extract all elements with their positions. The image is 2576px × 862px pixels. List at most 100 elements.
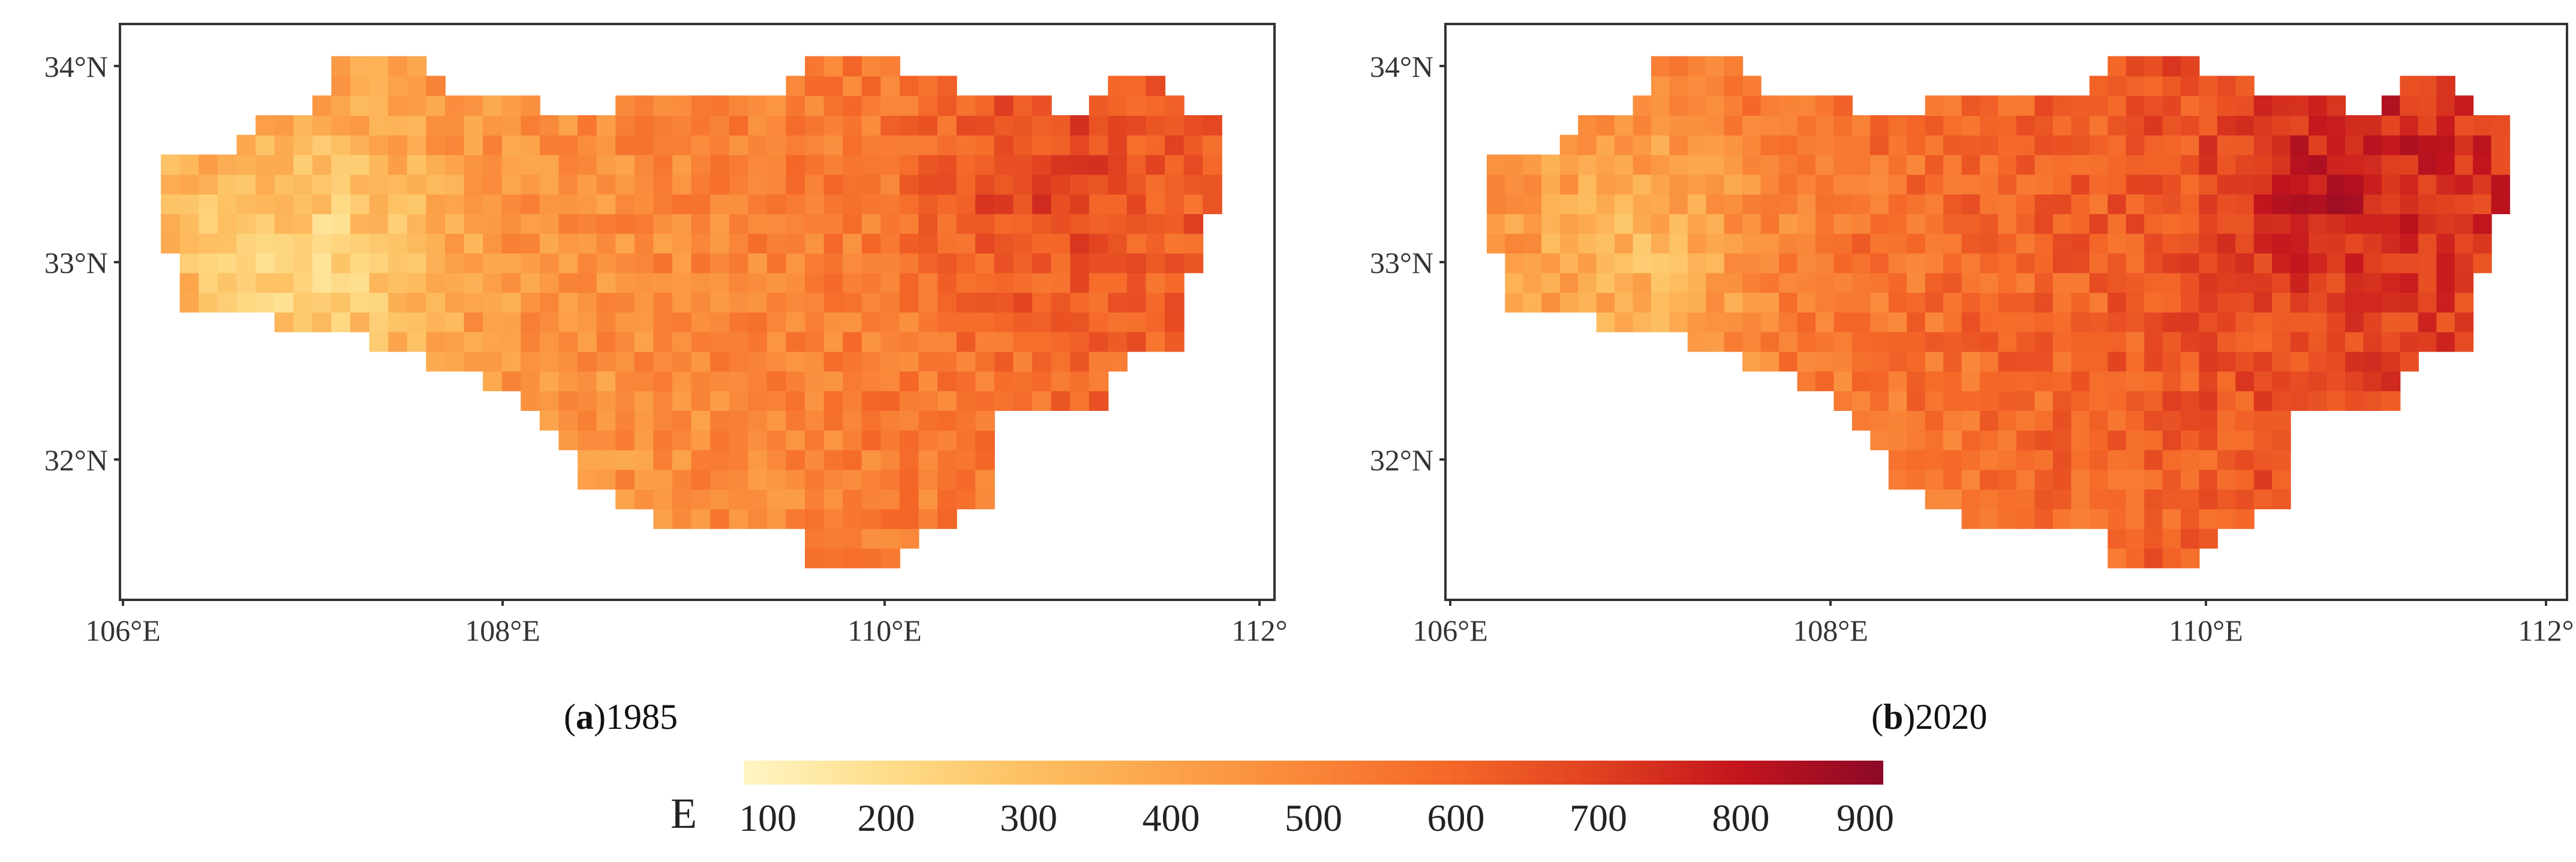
raster-cell bbox=[937, 292, 957, 313]
raster-cell bbox=[615, 253, 635, 274]
raster-cell bbox=[994, 292, 1014, 313]
raster-cell bbox=[2089, 292, 2109, 313]
raster-cell bbox=[2108, 194, 2127, 214]
raster-cell bbox=[1615, 154, 1634, 175]
raster-cell bbox=[653, 174, 673, 195]
raster-cell bbox=[1961, 430, 1981, 450]
raster-cell bbox=[2235, 331, 2255, 352]
raster-cell bbox=[1596, 253, 1616, 274]
raster-cell bbox=[2363, 292, 2382, 313]
raster-cell bbox=[2454, 174, 2474, 195]
raster-cell bbox=[748, 233, 768, 254]
raster-cell bbox=[1833, 272, 1853, 293]
raster-cell bbox=[312, 95, 332, 116]
raster-cell bbox=[1961, 134, 1981, 155]
raster-cell bbox=[615, 134, 635, 155]
raster-cell bbox=[748, 489, 768, 509]
raster-cell bbox=[2253, 331, 2273, 352]
raster-cell bbox=[2108, 56, 2127, 77]
raster-cell bbox=[2235, 371, 2255, 392]
raster-cell bbox=[2181, 214, 2200, 234]
raster-cell bbox=[823, 233, 844, 254]
raster-cell bbox=[1888, 410, 1908, 431]
raster-cell bbox=[1669, 115, 1688, 136]
raster-cell bbox=[2454, 253, 2474, 274]
raster-cell bbox=[843, 233, 862, 254]
raster-cell bbox=[274, 253, 294, 274]
raster-cell bbox=[1146, 312, 1166, 332]
raster-cell bbox=[1013, 351, 1033, 372]
raster-cell bbox=[1505, 233, 1524, 254]
raster-cell bbox=[179, 253, 200, 274]
raster-cell bbox=[2400, 95, 2419, 116]
raster-cell bbox=[1651, 233, 1670, 254]
raster-cell bbox=[1146, 194, 1166, 214]
raster-cell bbox=[1051, 174, 1071, 195]
raster-cell bbox=[1980, 174, 1999, 195]
colorbar-tick-label: 300 bbox=[1000, 797, 1057, 839]
raster-cell bbox=[2363, 154, 2382, 175]
raster-cell bbox=[1815, 174, 1835, 195]
raster-cell bbox=[1183, 253, 1204, 274]
raster-cell bbox=[596, 292, 617, 313]
raster-cell bbox=[2326, 233, 2346, 254]
raster-cell bbox=[1165, 253, 1185, 274]
raster-cell bbox=[1980, 509, 1999, 529]
raster-cell bbox=[1833, 154, 1853, 175]
raster-cell bbox=[1633, 95, 1652, 116]
raster-cell bbox=[1961, 391, 1981, 411]
raster-cell bbox=[2363, 312, 2382, 332]
raster-cell bbox=[691, 154, 711, 175]
raster-cell bbox=[843, 272, 862, 293]
raster-cell bbox=[558, 312, 578, 332]
raster-cell bbox=[331, 76, 351, 97]
raster-cell bbox=[236, 194, 257, 214]
raster-cell bbox=[880, 469, 900, 490]
raster-cell bbox=[956, 214, 976, 234]
raster-cell bbox=[672, 154, 692, 175]
raster-cell bbox=[1687, 292, 1707, 313]
raster-cell bbox=[161, 194, 181, 214]
x-tick-label: 108°E bbox=[1793, 614, 1868, 647]
raster-cell bbox=[843, 292, 862, 313]
raster-cell bbox=[1742, 174, 1762, 195]
raster-cell bbox=[2418, 194, 2437, 214]
raster-cell bbox=[1724, 95, 1744, 116]
raster-cell bbox=[2253, 134, 2273, 155]
raster-cell bbox=[1760, 272, 1780, 293]
raster-cell bbox=[217, 174, 238, 195]
raster-cell bbox=[975, 312, 995, 332]
raster-cell bbox=[1980, 351, 1999, 372]
raster-cell bbox=[2235, 134, 2255, 155]
raster-cell bbox=[2144, 548, 2163, 569]
raster-cell bbox=[1013, 115, 1033, 136]
raster-cell bbox=[672, 272, 692, 293]
raster-cell bbox=[1596, 134, 1616, 155]
colorbar-variable-label: E bbox=[671, 789, 697, 837]
raster-cell bbox=[578, 194, 597, 214]
raster-cell bbox=[2290, 391, 2310, 411]
raster-cell bbox=[578, 292, 597, 313]
raster-cell bbox=[748, 331, 768, 352]
raster-cell bbox=[615, 214, 635, 234]
raster-cell bbox=[331, 253, 351, 274]
raster-cell bbox=[1797, 154, 1816, 175]
raster-cell bbox=[975, 430, 995, 450]
raster-cell bbox=[2199, 253, 2218, 274]
raster-cell bbox=[823, 56, 844, 77]
raster-cell bbox=[899, 469, 919, 490]
raster-cell bbox=[2473, 233, 2492, 254]
raster-cell bbox=[956, 449, 976, 470]
raster-cell bbox=[994, 391, 1014, 411]
raster-cell bbox=[1596, 292, 1616, 313]
raster-cell bbox=[1108, 214, 1128, 234]
raster-cell bbox=[2326, 253, 2346, 274]
raster-cell bbox=[805, 351, 825, 372]
raster-cell bbox=[426, 134, 446, 155]
raster-cell bbox=[539, 154, 560, 175]
raster-cell bbox=[2144, 253, 2163, 274]
raster-cell bbox=[1888, 194, 1908, 214]
raster-cell bbox=[1486, 154, 1506, 175]
raster-cell bbox=[369, 233, 389, 254]
raster-cell bbox=[312, 194, 332, 214]
